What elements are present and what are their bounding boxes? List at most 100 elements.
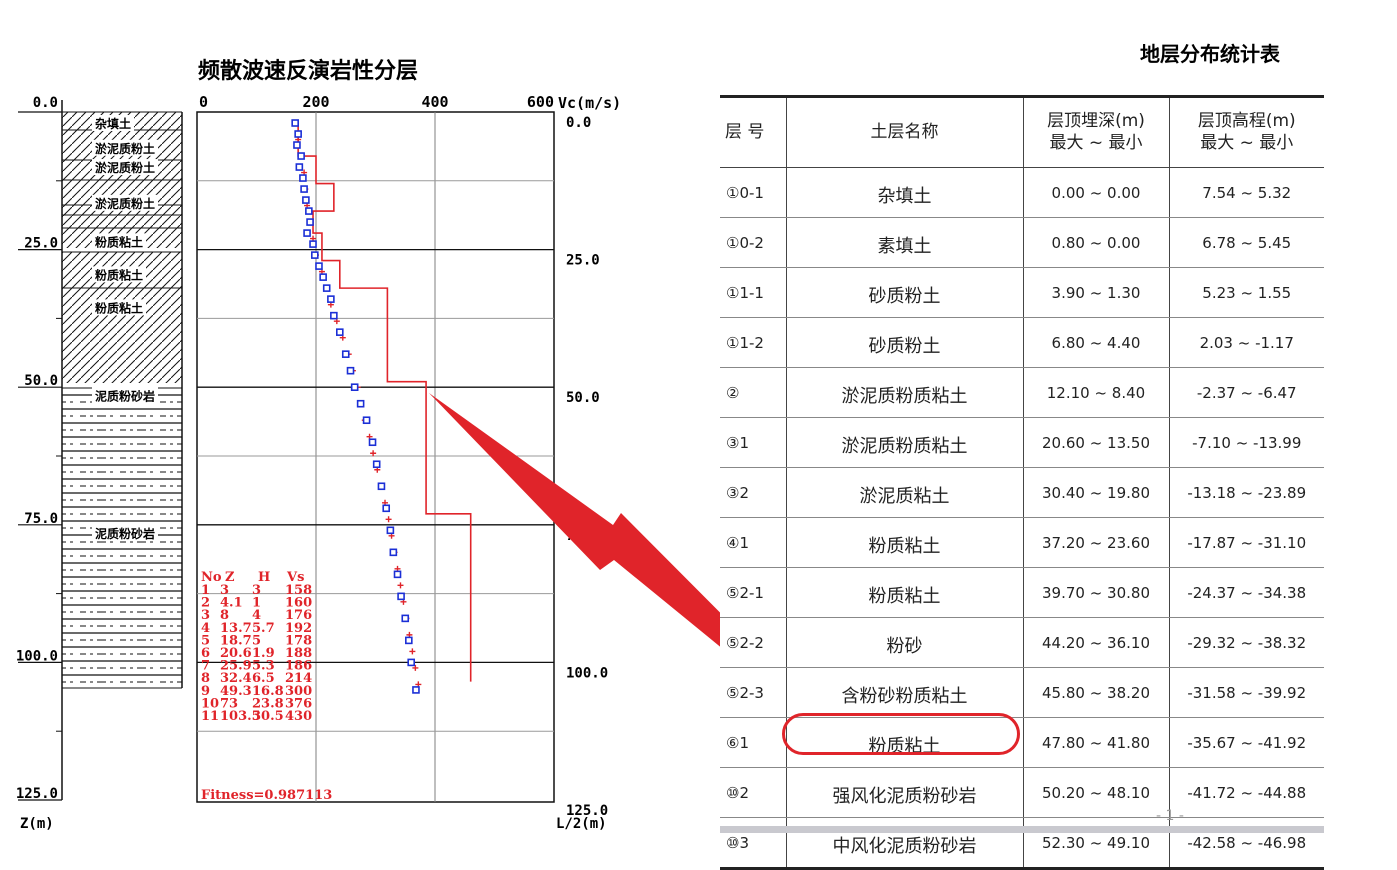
cell-top-depth: 6.80 ~ 4.40 — [1022, 317, 1169, 368]
highlight-ellipse — [782, 713, 1020, 755]
cell-layer-name: 淤泥质粉质粘土 — [785, 367, 1023, 418]
param-no: 10 — [201, 696, 219, 711]
cell-top-depth: 12.10 ~ 8.40 — [1022, 367, 1169, 418]
x-tick-label: 400 — [421, 93, 448, 111]
cell-top-elevation: 7.54 ~ 5.32 — [1168, 167, 1324, 218]
param-z: 49.3 — [220, 684, 252, 699]
param-vs: 160 — [285, 596, 312, 611]
cell-layer-name: 淤泥质粘土 — [785, 467, 1023, 518]
cell-top-elevation: -41.72 ~ -44.88 — [1168, 767, 1324, 818]
x-axis-label: Vc(m/s) — [558, 94, 621, 112]
fitness-label: Fitness=0.987113 — [201, 788, 332, 803]
inverted-point — [315, 262, 323, 270]
lithology-label: 淤泥质粉土 — [95, 196, 155, 211]
param-h: 6.5 — [252, 671, 275, 686]
cell-top-depth: 39.70 ~ 30.80 — [1022, 567, 1169, 618]
param-no: 1 — [201, 583, 210, 598]
cell-top-depth: 20.60 ~ 13.50 — [1022, 417, 1169, 468]
lithology-label: 淤泥质粉土 — [95, 160, 155, 175]
inverted-point — [368, 438, 377, 447]
param-no: 4 — [201, 621, 210, 636]
left-depth-label: Z(m) — [20, 816, 54, 832]
param-no: 11 — [201, 709, 219, 724]
lithology-label-bg — [92, 139, 158, 156]
left-depth-axis: 0.0 25.0 50.0 75.0 100.0 125.0 — [16, 95, 62, 802]
table-row: ①0-1 杂填土 0.00 ~ 0.00 7.54 ~ 5.32 — [720, 167, 1324, 218]
param-vs: 158 — [285, 583, 312, 598]
cell-layer-no: ①1-1 — [720, 267, 786, 318]
inverted-point — [297, 152, 305, 160]
inverted-point — [386, 526, 395, 535]
left-depth-tick: 100.0 — [16, 648, 58, 664]
param-z: 13.7 — [220, 621, 252, 636]
inverted-point — [356, 399, 365, 408]
inverted-point — [327, 295, 335, 303]
inverted-point — [311, 251, 319, 259]
inversion-chart: 频散波速反演岩性分层 杂填土淤泥质粉土淤泥质粉土淤泥质粉土粉质粘土粉质粘土粉质粘… — [16, 58, 720, 832]
cell-layer-no: ⑥1 — [720, 717, 786, 768]
param-vs: 214 — [285, 671, 312, 686]
chart-title: 频散波速反演岩性分层 — [198, 58, 418, 84]
cell-layer-name: 杂填土 — [785, 167, 1023, 218]
inverted-point — [330, 311, 338, 320]
cell-layer-name: 淤泥质粉质粘土 — [785, 417, 1023, 468]
cell-top-elevation: -13.18 ~ -23.89 — [1168, 467, 1324, 518]
header-top-depth: 层顶埋深(m) 最大 ~ 最小 — [1022, 95, 1169, 168]
cell-layer-name: 强风化泥质粉砂岩 — [785, 767, 1023, 818]
lithology-label-bg — [92, 387, 158, 404]
param-vs: 176 — [285, 608, 312, 623]
right-depth-tick: 100.0 — [566, 665, 608, 681]
cell-layer-name: 粉质粘土 — [785, 567, 1023, 618]
param-z: 18.7 — [220, 633, 252, 648]
table-title: 地层分布统计表 — [1140, 42, 1280, 66]
inverted-point — [346, 366, 355, 375]
cell-layer-no: ⑩2 — [720, 767, 786, 818]
right-depth-tick: 125.0 — [566, 803, 608, 819]
right-depth-tick: 50.0 — [566, 390, 600, 406]
red-arrow — [429, 393, 720, 647]
left-depth-tick: 25.0 — [24, 236, 58, 252]
param-z: 4.1 — [220, 596, 243, 611]
table-row: ③1 淤泥质粉质粘土 20.60 ~ 13.50 -7.10 ~ -13.99 — [720, 417, 1324, 468]
lithology-label-bg — [92, 525, 158, 542]
param-z: 3 — [220, 583, 229, 598]
inverted-point — [305, 207, 313, 215]
table-row: ② 淤泥质粉质粘土 12.10 ~ 8.40 -2.37 ~ -6.47 — [720, 367, 1324, 418]
param-z: 20.6 — [220, 646, 252, 661]
right-depth-tick: 25.0 — [566, 253, 600, 269]
header-top-depth-line1: 层顶埋深(m) — [1047, 111, 1145, 132]
inverted-point — [377, 482, 386, 491]
cell-layer-no: ①0-1 — [720, 167, 786, 218]
cell-layer-no: ⑤2-2 — [720, 617, 786, 668]
right-depth-tick: 0.0 — [566, 115, 591, 131]
cell-layer-no: ①1-2 — [720, 317, 786, 368]
cell-top-depth: 0.80 ~ 0.00 — [1022, 217, 1169, 268]
table-row: ⑩2 强风化泥质粉砂岩 50.20 ~ 48.10 -41.72 ~ -44.88 — [720, 767, 1324, 818]
cell-top-elevation: -2.37 ~ -6.47 — [1168, 367, 1324, 418]
plot-grid — [197, 112, 554, 802]
param-no: 2 — [201, 596, 210, 611]
cell-top-depth: 45.80 ~ 38.20 — [1022, 667, 1169, 718]
cell-layer-no: ⑤2-3 — [720, 667, 786, 718]
param-header-no: No — [201, 570, 222, 585]
header-layer-name: 土层名称 — [785, 95, 1023, 168]
cell-top-depth: 30.40 ~ 19.80 — [1022, 467, 1169, 518]
measured-point — [385, 516, 392, 523]
cell-layer-name: 粉质粘土 — [785, 517, 1023, 568]
param-z: 73 — [220, 696, 238, 711]
cell-top-elevation: -35.67 ~ -41.92 — [1168, 717, 1324, 768]
inverted-point — [295, 163, 304, 171]
inverted-point — [372, 460, 381, 469]
x-tick-label: 600 — [527, 93, 554, 111]
table-row: ①0-2 素填土 0.80 ~ 0.00 6.78 ~ 5.45 — [720, 217, 1324, 268]
cell-layer-no: ①0-2 — [720, 217, 786, 268]
inverted-point — [335, 328, 344, 336]
cell-top-elevation: 6.78 ~ 5.45 — [1168, 217, 1324, 268]
param-h: 30.5 — [252, 709, 284, 724]
param-h: 23.8 — [252, 696, 284, 711]
cell-layer-name: 粉质粘土 — [785, 717, 1023, 768]
lithology-label: 杂填土 — [95, 116, 131, 131]
footer-bar — [720, 826, 1324, 833]
cell-top-elevation: -24.37 ~ -34.38 — [1168, 567, 1324, 618]
